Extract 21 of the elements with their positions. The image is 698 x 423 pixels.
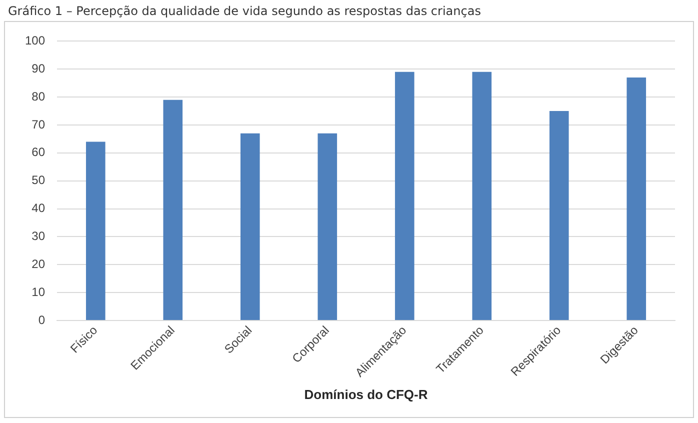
bar [86, 142, 106, 320]
y-tick-label: 40 [32, 201, 46, 216]
bar [318, 133, 338, 320]
bar [394, 72, 414, 320]
bar [163, 100, 183, 320]
y-tick-label: 80 [32, 89, 46, 104]
y-tick-label: 10 [32, 284, 46, 299]
bar [472, 72, 492, 320]
y-tick-label: 90 [32, 61, 46, 76]
y-tick-label: 50 [32, 173, 46, 188]
y-tick-label: 70 [32, 117, 46, 132]
x-axis-title: Domínios do CFQ-R [304, 386, 428, 402]
bar [240, 133, 260, 320]
y-tick-label: 60 [32, 145, 46, 160]
y-tick-label: 0 [38, 312, 46, 327]
y-tick-label: 100 [24, 34, 46, 48]
y-tick-label: 20 [32, 256, 46, 271]
bar [549, 111, 569, 320]
bar [626, 78, 646, 320]
y-tick-label: 30 [32, 229, 46, 244]
chart-title: Gráfico 1 – Percepção da qualidade de vida segundo as respostas das crianças [7, 3, 482, 20]
